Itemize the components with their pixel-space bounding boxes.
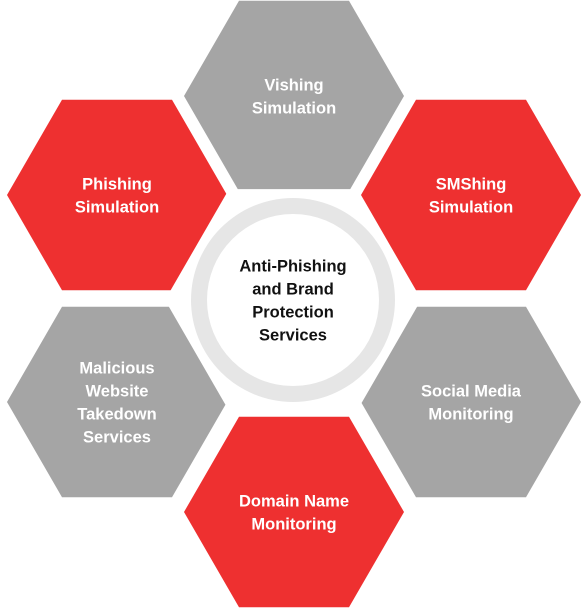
segment-phishing-line-1: Phishing (82, 176, 152, 194)
segment-phishing-label: Phishing Simulation (75, 176, 159, 217)
segment-malicious-website-line-4: Services (83, 429, 151, 447)
center-title-line-3: Protection (252, 304, 334, 322)
segment-vishing-hexagon (184, 0, 404, 192)
center-circle (207, 214, 379, 386)
segment-phishing-hexagon (7, 99, 227, 291)
segment-vishing-label: Vishing Simulation (252, 77, 336, 118)
outer-hexagon-layer: Vishing Simulation SMShing Simulation Social… (7, 0, 581, 608)
segment-malicious-website: Malicious Website Takedown Services (7, 306, 227, 498)
segment-vishing-line-2: Simulation (252, 100, 336, 118)
center-title: Anti-Phishing and Brand Protection Services (239, 258, 346, 345)
segment-vishing: Vishing Simulation (184, 0, 404, 192)
segment-vishing-line-1: Vishing (264, 77, 323, 95)
segment-smshing: SMShing Simulation (361, 99, 581, 291)
segment-smshing-line-1: SMShing (436, 176, 507, 194)
segment-malicious-website-line-3: Takedown (77, 406, 156, 424)
segment-domain-name: Domain Name Monitoring (184, 416, 404, 608)
segment-social-media-line-2: Monitoring (428, 406, 513, 424)
segment-domain-name-hexagon (184, 416, 404, 608)
segment-phishing: Phishing Simulation (7, 99, 227, 291)
segment-social-media-label: Social Media Monitoring (421, 383, 522, 424)
segment-phishing-line-2: Simulation (75, 199, 159, 217)
center-title-line-1: Anti-Phishing (239, 258, 346, 276)
segment-social-media-hexagon (361, 306, 581, 498)
segment-smshing-line-2: Simulation (429, 199, 513, 217)
segment-domain-name-label: Domain Name Monitoring (239, 493, 349, 534)
center-hub: Anti-Phishing and Brand Protection Services (165, 189, 421, 411)
segment-malicious-website-label: Malicious Website Takedown Services (77, 360, 156, 447)
segment-social-media: Social Media Monitoring (361, 306, 581, 498)
segment-smshing-hexagon (361, 99, 581, 291)
segment-malicious-website-line-2: Website (86, 383, 149, 401)
segment-malicious-website-line-1: Malicious (79, 360, 154, 378)
segment-domain-name-line-2: Monitoring (251, 516, 336, 534)
segment-smshing-label: SMShing Simulation (429, 176, 513, 217)
segment-social-media-line-1: Social Media (421, 383, 522, 401)
center-title-line-4: Services (259, 327, 327, 345)
segment-malicious-website-hexagon (7, 306, 227, 498)
center-title-line-2: and Brand (252, 281, 334, 299)
segment-domain-name-line-1: Domain Name (239, 493, 349, 511)
